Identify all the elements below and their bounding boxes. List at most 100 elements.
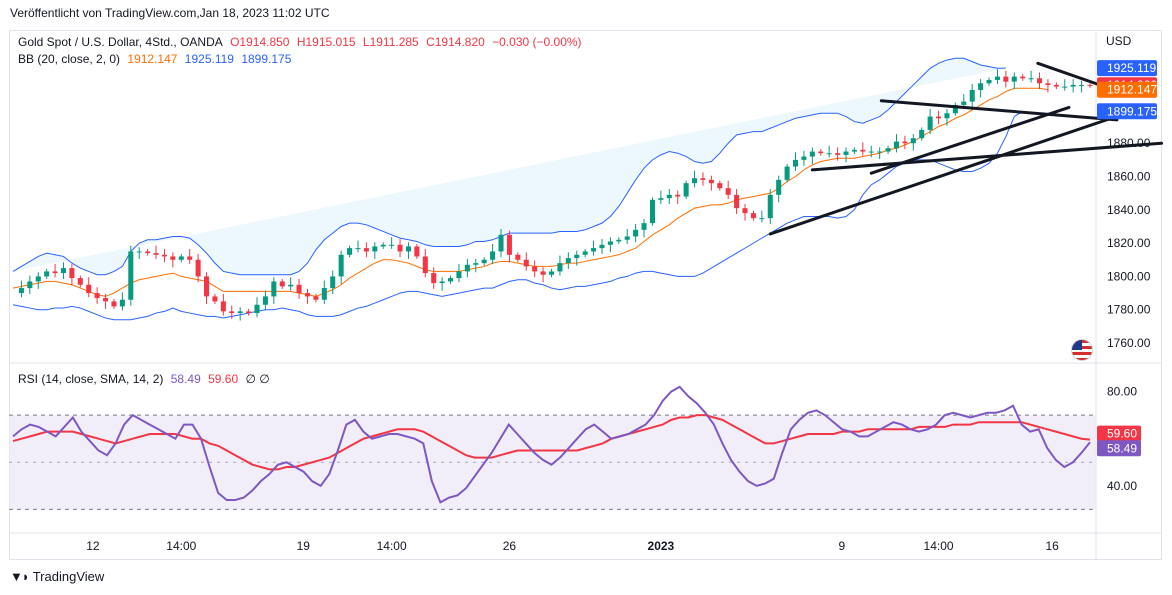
bb-label[interactable]: BB (20, close, 2, 0) — [18, 52, 121, 66]
candle-body — [111, 301, 117, 307]
time-tick-label: 14:00 — [377, 539, 407, 553]
price-tick-label: 1820.00 — [1107, 236, 1151, 250]
candle-body — [229, 311, 235, 314]
candle-body — [969, 89, 975, 102]
candle-body — [717, 183, 723, 189]
candle-body — [843, 151, 849, 155]
candle-body — [633, 229, 639, 237]
candle-body — [506, 234, 512, 255]
candle-body — [161, 254, 167, 257]
candle-body — [237, 311, 243, 314]
candle-body — [809, 151, 815, 157]
price-label: 1899.175 — [1107, 104, 1157, 118]
candle-body — [557, 263, 563, 272]
ohlc-open: O1914.850 — [230, 35, 290, 49]
candle-body — [52, 271, 58, 274]
candle-body — [363, 248, 369, 252]
candle-body — [952, 104, 958, 114]
time-tick-label: 14:00 — [924, 539, 954, 553]
candle-body — [44, 271, 50, 277]
candle-body — [565, 258, 571, 264]
candle-body — [582, 251, 588, 255]
candle-body — [422, 256, 428, 274]
candle-body — [473, 263, 479, 265]
tradingview-brand[interactable]: ▼◗ TradingView — [10, 569, 104, 584]
candle-body — [574, 254, 580, 259]
candle-body — [94, 293, 100, 299]
candle-body — [818, 151, 824, 154]
candle-body — [591, 248, 597, 252]
price-tick-label: 1860.00 — [1107, 170, 1151, 184]
rsi-value-label: 58.49 — [1107, 441, 1137, 455]
time-tick-label: 14:00 — [166, 539, 196, 553]
currency-label[interactable]: USD — [1106, 34, 1132, 48]
ohlc-high: H1915.015 — [296, 35, 356, 49]
candle-body — [801, 156, 807, 160]
price-label-box — [1097, 60, 1157, 77]
tradingview-logo-icon: ▼◗ — [10, 569, 30, 584]
candle-body — [145, 251, 151, 254]
candle-body — [498, 234, 504, 252]
rsi-value-label-box — [1097, 440, 1141, 457]
candle-body — [103, 298, 109, 302]
candle-body — [1045, 83, 1051, 85]
candle-body — [1070, 84, 1076, 87]
candle-body — [330, 276, 336, 289]
candle-body — [288, 284, 294, 287]
candle-body — [835, 153, 841, 155]
candle-body — [490, 251, 496, 260]
candle-body — [961, 101, 967, 105]
candle-body — [877, 151, 883, 153]
price-tick-label: 1880.00 — [1107, 136, 1151, 150]
candle-body — [347, 248, 353, 255]
candle-body — [431, 273, 437, 284]
candle-body — [725, 188, 731, 195]
candle-body — [18, 288, 24, 294]
candle-body — [641, 223, 647, 230]
candle-body — [649, 199, 655, 224]
candle-body — [868, 151, 874, 153]
trendline — [879, 99, 1119, 122]
candle-body — [675, 194, 681, 197]
candle-body — [27, 281, 33, 289]
bb-lower-line — [12, 110, 1023, 321]
rsi-hidden-icons: ∅ ∅ — [245, 372, 270, 386]
candle-body — [978, 83, 984, 90]
candle-body — [742, 208, 748, 214]
candle-body — [456, 271, 462, 279]
candle-body — [77, 278, 83, 285]
bb-basis-line — [12, 87, 1049, 297]
candle-body — [212, 296, 218, 302]
price-tick-label: 1760.00 — [1107, 336, 1151, 350]
candle-body — [515, 254, 521, 260]
candle-body — [128, 251, 134, 300]
candle-body — [69, 268, 75, 279]
rsi-band-fill — [9, 415, 1096, 510]
bb-fill — [13, 58, 1006, 275]
price-tick-label: 1780.00 — [1107, 303, 1151, 317]
rsi-line — [12, 385, 1091, 504]
candle-body — [666, 194, 672, 199]
candle-body — [1028, 78, 1034, 80]
candle-body — [944, 113, 950, 119]
candle-body — [767, 194, 773, 219]
candle-body — [187, 256, 193, 260]
candle-body — [481, 259, 487, 264]
rsi-label[interactable]: RSI (14, close, SMA, 14, 2) — [18, 372, 164, 386]
candle-body — [448, 278, 454, 282]
candle-body — [826, 153, 832, 155]
candle-body — [262, 296, 268, 305]
candle-body — [986, 79, 992, 84]
candle-body — [532, 266, 538, 272]
price-label: 1925.119 — [1107, 61, 1156, 75]
candle-body — [35, 276, 41, 282]
candle-body — [355, 248, 361, 250]
candle-body — [220, 301, 226, 312]
candle-body — [750, 213, 756, 219]
candle-body — [136, 251, 142, 253]
rsi-tick-label: 40.00 — [1107, 479, 1137, 493]
symbol-name[interactable]: Gold Spot / U.S. Dollar, 4Std., OANDA — [18, 35, 223, 49]
candle-body — [279, 281, 285, 287]
candle-body — [1079, 84, 1085, 86]
